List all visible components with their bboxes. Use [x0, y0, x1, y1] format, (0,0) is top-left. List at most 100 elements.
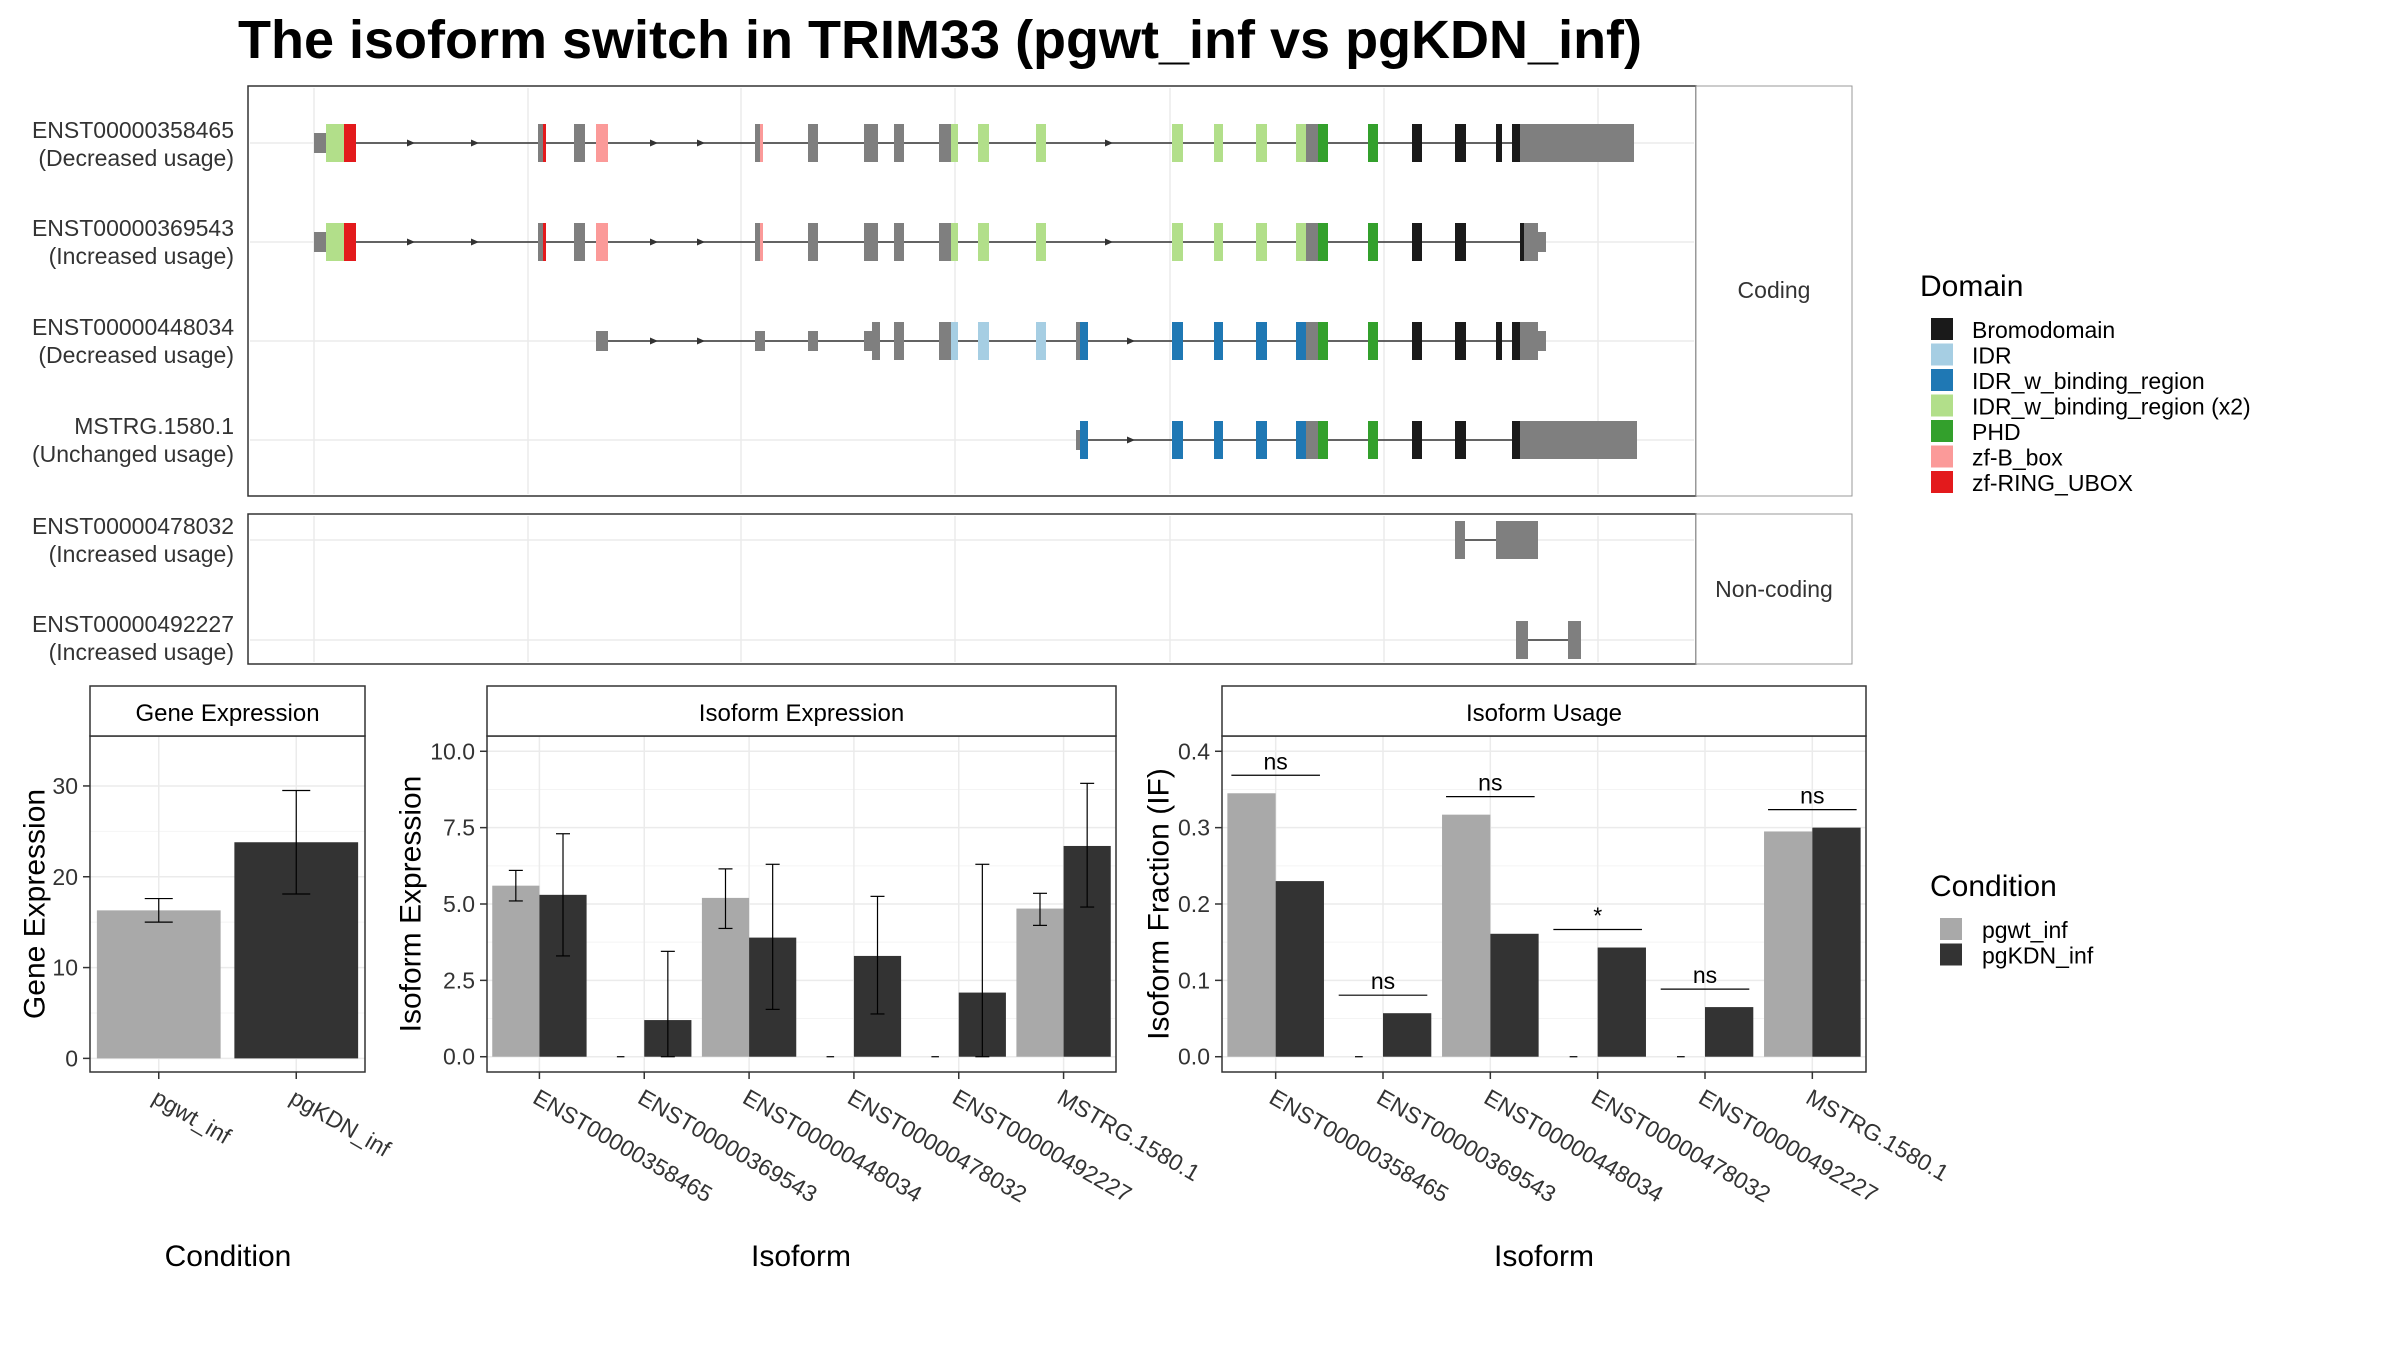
exon-block	[894, 223, 904, 261]
domain-block-bromodomain	[1512, 421, 1520, 459]
domain-block-zf-ring-ubox	[543, 223, 546, 261]
y-tick-label: 10	[52, 955, 78, 981]
y-tick-label: 20	[52, 864, 78, 890]
exon-block	[1538, 421, 1637, 459]
domain-label-idr: IDR	[1972, 343, 2012, 369]
strand-arrow	[697, 238, 705, 246]
x-tick-label: ENST00000478032	[843, 1084, 1031, 1208]
y-tick-label: 2.5	[443, 967, 475, 993]
transcript-label-5-id: ENST00000492227	[32, 611, 234, 637]
bar-pgwt_inf	[492, 885, 540, 1057]
domain-block-bromodomain	[1496, 322, 1502, 360]
domain-label-zf-b-box: zf-B_box	[1972, 445, 2063, 471]
y-tick-label: 0.3	[1178, 815, 1210, 841]
y-tick-label: 0.0	[443, 1044, 475, 1070]
domain-block-phd	[1368, 322, 1378, 360]
domain-block-phd	[1318, 124, 1328, 162]
domain-legend: Domain BromodomainIDRIDR_w_binding_regio…	[1920, 270, 2251, 496]
exon-block	[939, 223, 951, 261]
y-tick-label: 0.0	[1178, 1044, 1210, 1070]
transcript-label-4-usage: (Increased usage)	[49, 541, 234, 567]
y-tick-label: 0.4	[1178, 738, 1210, 764]
transcript-label-0-id: ENST00000358465	[32, 117, 234, 143]
domain-block-idr-w-binding-region	[1172, 322, 1183, 360]
domain-block-idr-w-binding-region-x2	[1256, 124, 1267, 162]
exon-block	[1306, 124, 1318, 162]
coding-panel-frame	[247, 85, 1697, 497]
exon-block	[1538, 124, 1634, 162]
domain-block-idr-w-binding-region-x2	[978, 223, 989, 261]
strand-arrow	[407, 139, 415, 147]
exon-block	[1076, 430, 1080, 450]
domain-block-idr-w-binding-region	[1080, 421, 1088, 459]
domain-block-bromodomain	[1412, 322, 1422, 360]
exon-block	[1568, 621, 1581, 659]
exon-block	[872, 322, 880, 360]
domain-block-phd	[1368, 421, 1378, 459]
domain-block-bromodomain	[1520, 223, 1524, 261]
exon-block	[864, 223, 878, 261]
domain-block-idr-w-binding-region-x2	[951, 223, 958, 261]
domain-label-bromodomain: Bromodomain	[1972, 317, 2115, 343]
bar-pgwt_inf	[1227, 793, 1276, 1057]
domain-block-bromodomain	[1455, 421, 1466, 459]
y-axis-title: Isoform Expression	[395, 776, 428, 1033]
strand-arrow	[471, 139, 479, 147]
domain-block-zf-b-box	[760, 223, 763, 261]
figure-title: The isoform switch in TRIM33 (pgwt_inf v…	[238, 10, 1642, 70]
coding-strip-label: Coding	[1738, 277, 1811, 303]
panel-title: Gene Expression	[135, 700, 319, 727]
panel-strip	[486, 685, 1117, 737]
domain-swatch-zf-b-box	[1931, 445, 1953, 468]
coding-transcript-3	[1076, 421, 1637, 459]
domain-block-bromodomain	[1412, 223, 1422, 261]
bar-pgKDN_inf	[1705, 1007, 1754, 1057]
significance-label: ns	[1478, 770, 1502, 796]
domain-block-idr-w-binding-region	[1214, 421, 1223, 459]
isoform-usage-panel: ns ns ns * ns ns Isoform Usage 0.0 0.1 0.2 0.3 0.4 E…	[1143, 685, 1953, 1273]
transcript-label-4-id: ENST00000478032	[32, 513, 234, 539]
condition-label-pgKDN_inf: pgKDN_inf	[1982, 943, 2094, 969]
x-tick-label: ENST00000369543	[634, 1084, 822, 1208]
exon-block	[864, 331, 872, 351]
exon-block	[1538, 331, 1546, 351]
significance-label: ns	[1371, 968, 1395, 994]
exon-block	[1538, 232, 1546, 252]
bar-pgwt_inf	[1442, 814, 1491, 1057]
y-tick-label: 5.0	[443, 891, 475, 917]
exon-block	[1524, 223, 1538, 261]
coding-transcript-0	[314, 124, 1634, 162]
domain-block-zf-b-box	[596, 223, 608, 261]
strand-arrow	[650, 139, 658, 147]
domain-block-idr-w-binding-region-x2	[1036, 124, 1046, 162]
condition-legend-title: Condition	[1930, 870, 2057, 903]
x-axis-title: Isoform	[751, 1240, 851, 1273]
domain-swatch-bromodomain	[1931, 318, 1953, 340]
transcript-label-2-id: ENST00000448034	[32, 314, 234, 340]
transcript-label-2-usage: (Decreased usage)	[38, 342, 234, 368]
y-tick-label: 30	[52, 773, 78, 799]
domain-block-idr-w-binding-region-x2	[1172, 223, 1183, 261]
domain-block-zf-ring-ubox	[344, 223, 356, 261]
exon-block	[1520, 421, 1538, 459]
x-tick-label: ENST00000448034	[1480, 1084, 1668, 1208]
x-tick-label: ENST00000492227	[948, 1084, 1136, 1208]
domain-block-idr-w-binding-region	[1256, 421, 1267, 459]
exon-block	[755, 124, 760, 162]
domain-block-idr-w-binding-region-x2	[326, 124, 344, 162]
domain-block-idr-w-binding-region-x2	[1296, 223, 1306, 261]
exon-block	[1516, 621, 1528, 659]
x-tick-label: ENST00000478032	[1587, 1084, 1775, 1208]
domain-block-zf-b-box	[596, 124, 608, 162]
bar-pgKDN_inf	[1275, 881, 1324, 1057]
strand-arrow	[1105, 139, 1113, 147]
exon-block	[1496, 521, 1538, 559]
exon-block	[1076, 322, 1080, 360]
coding-strip	[1695, 85, 1853, 497]
strand-arrow	[1127, 436, 1135, 444]
domain-label-zf-ring-ubox: zf-RING_UBOX	[1972, 470, 2133, 496]
domain-block-zf-ring-ubox	[543, 124, 546, 162]
x-tick-label: pgKDN_inf	[286, 1084, 396, 1162]
